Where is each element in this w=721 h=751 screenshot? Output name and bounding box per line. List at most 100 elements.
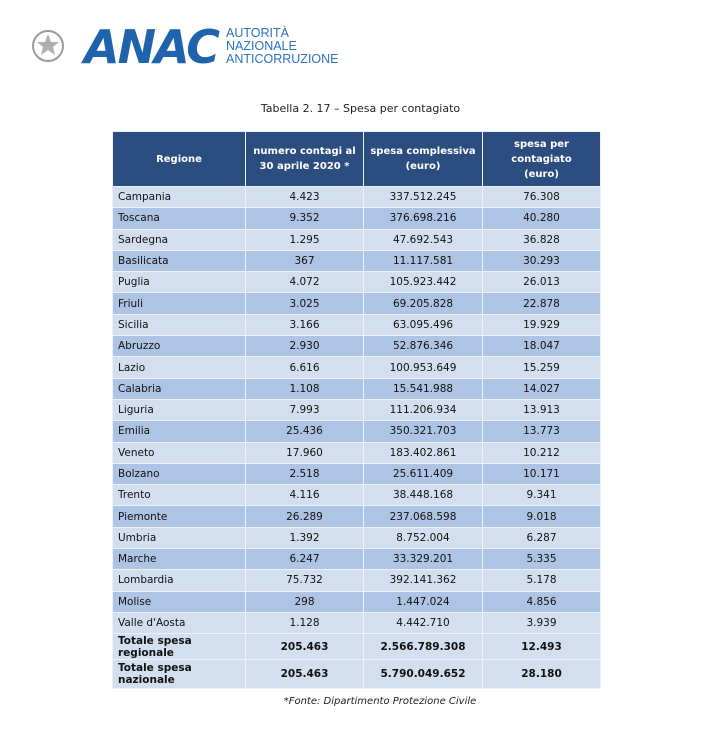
table-cell: Campania xyxy=(112,185,246,209)
table-cell: 38.448.168 xyxy=(363,484,483,507)
table-cell: 105.923.442 xyxy=(363,271,483,294)
logo-subtitle: ANTICORRUZIONE xyxy=(226,52,339,66)
table-row: Valle d'Aosta 1.128 4.442.710 3.939 xyxy=(112,611,601,635)
table-cell: 350.321.703 xyxy=(363,420,483,443)
logo-subtitle: AUTORITÀ xyxy=(226,25,290,40)
table-cell: Umbria xyxy=(112,526,246,550)
table-cell: 26.289 xyxy=(245,505,364,528)
table-row: Friuli 3.025 69.205.828 22.878 xyxy=(112,292,601,315)
table-row: Puglia 4.072 105.923.442 26.013 xyxy=(112,271,601,294)
table-cell: 100.953.649 xyxy=(363,356,483,379)
table-cell: Basilicata xyxy=(112,249,246,273)
total-row: Totale spesa nazionale 205.463 5.790.049.6… xyxy=(112,659,601,690)
table-cell: 111.206.934 xyxy=(363,398,483,422)
table-row: Umbria 1.392 8.752.004 6.287 xyxy=(112,526,601,550)
table-cell: 22.878 xyxy=(482,292,601,315)
table-cell: Piemonte xyxy=(112,505,246,528)
column-header: numero contagi al 30 aprile 2020 * xyxy=(245,131,364,187)
table-cell: 8.752.004 xyxy=(363,526,483,550)
table-row: Piemonte 26.289 237.068.598 9.018 xyxy=(112,505,601,528)
table-cell: Toscana xyxy=(112,207,246,230)
table-cell: 10.171 xyxy=(482,462,601,486)
table-cell: 9.352 xyxy=(245,207,364,230)
table-cell: 14.027 xyxy=(482,377,601,400)
header-line: spesa complessiva xyxy=(370,146,476,157)
table-cell: 17.960 xyxy=(245,441,364,464)
table-cell: 298 xyxy=(245,590,364,613)
table-cell: Calabria xyxy=(112,377,246,400)
table-cell: 76.308 xyxy=(482,185,601,209)
table-cell: 25.436 xyxy=(245,420,364,443)
table-cell: 25.611.409 xyxy=(363,462,483,486)
table-row: Molise 298 1.447.024 4.856 xyxy=(112,590,601,613)
table-cell: 7.993 xyxy=(245,398,364,422)
table-cell: 52.876.346 xyxy=(363,335,483,358)
logo: ANAC AUTORITÀ NAZIONALE ANTICORRUZIONE xyxy=(32,20,339,74)
column-header: spesa per contagiato (euro) xyxy=(482,131,601,187)
table-cell: 69.205.828 xyxy=(363,292,483,315)
table-row: Marche 6.247 33.329.201 5.335 xyxy=(112,548,601,571)
table-cell: 1.108 xyxy=(245,377,364,400)
table-cell: 6.247 xyxy=(245,548,364,571)
footnote: *Fonte: Dipartimento Protezione Civile xyxy=(283,696,477,707)
table-row: Trento 4.116 38.448.168 9.341 xyxy=(112,484,601,507)
table-cell: Marche xyxy=(112,548,246,571)
table-row: Sardegna 1.295 47.692.543 36.828 xyxy=(112,228,601,251)
table-cell: Totale spesa nazionale xyxy=(112,659,246,690)
table-cell: 3.166 xyxy=(245,313,364,337)
table-cell: Veneto xyxy=(112,441,246,464)
table-cell: 205.463 xyxy=(245,659,364,690)
header-line: (euro) xyxy=(405,161,441,172)
header-line: numero contagi al xyxy=(253,146,356,157)
table-cell: Totale spesa regionale xyxy=(112,633,246,661)
table-cell: Liguria xyxy=(112,398,246,422)
table-row: Toscana 9.352 376.698.216 40.280 xyxy=(112,207,601,230)
table-cell: 75.732 xyxy=(245,569,364,592)
header-line: contagiato xyxy=(511,153,572,165)
table-cell: 15.541.988 xyxy=(363,377,483,400)
table-cell: 5.790.049.652 xyxy=(363,659,483,690)
table-cell: 63.095.496 xyxy=(363,313,483,337)
table-row: Campania 4.423 337.512.245 76.308 xyxy=(112,185,601,209)
table-row: Liguria 7.993 111.206.934 13.913 xyxy=(112,398,601,422)
table-cell: 183.402.861 xyxy=(363,441,483,464)
table-cell: Friuli xyxy=(112,292,246,315)
table-cell: 6.287 xyxy=(482,526,601,550)
header-line: 30 aprile 2020 * xyxy=(259,161,350,172)
table-row: Calabria 1.108 15.541.988 14.027 xyxy=(112,377,601,400)
table-cell: 26.013 xyxy=(482,271,601,294)
table-cell: 13.773 xyxy=(482,420,601,443)
header-row: Regione numero contagi al 30 aprile 2020 *… xyxy=(112,131,601,187)
table-cell: 47.692.543 xyxy=(363,228,483,251)
table-cell: 392.141.362 xyxy=(363,569,483,592)
table-cell: Bolzano xyxy=(112,462,246,486)
table-cell: 1.128 xyxy=(245,611,364,635)
table-cell: 33.329.201 xyxy=(363,548,483,571)
table-cell: Sardegna xyxy=(112,228,246,251)
table-cell: 1.295 xyxy=(245,228,364,251)
column-header: Regione xyxy=(112,131,246,187)
table-cell: 15.259 xyxy=(482,356,601,379)
table-cell: Puglia xyxy=(112,271,246,294)
table-cell: Trento xyxy=(112,484,246,507)
table-cell: 337.512.245 xyxy=(363,185,483,209)
header-line: Regione xyxy=(156,153,202,165)
table-cell: Emilia xyxy=(112,420,246,443)
total-row: Totale spesa regionale 205.463 2.566.789.3… xyxy=(112,633,601,661)
table-row: Basilicata 367 11.117.581 30.293 xyxy=(112,249,601,273)
table-row: Bolzano 2.518 25.611.409 10.171 xyxy=(112,462,601,486)
table-cell: 9.018 xyxy=(482,505,601,528)
logo-subtitle: NAZIONALE xyxy=(226,39,297,53)
table-cell: 4.442.710 xyxy=(363,611,483,635)
table-cell: 2.518 xyxy=(245,462,364,486)
table-cell: 1.392 xyxy=(245,526,364,550)
table-cell: 2.566.789.308 xyxy=(363,633,483,661)
table-cell: 4.856 xyxy=(482,590,601,613)
table-cell: 237.068.598 xyxy=(363,505,483,528)
table-row: Lombardia 75.732 392.141.362 5.178 xyxy=(112,569,601,592)
table-cell: Abruzzo xyxy=(112,335,246,358)
table-cell: 36.828 xyxy=(482,228,601,251)
emblem xyxy=(32,30,64,62)
table-body: Campania 4.423 337.512.245 76.308 Toscana 9.3… xyxy=(112,185,601,690)
